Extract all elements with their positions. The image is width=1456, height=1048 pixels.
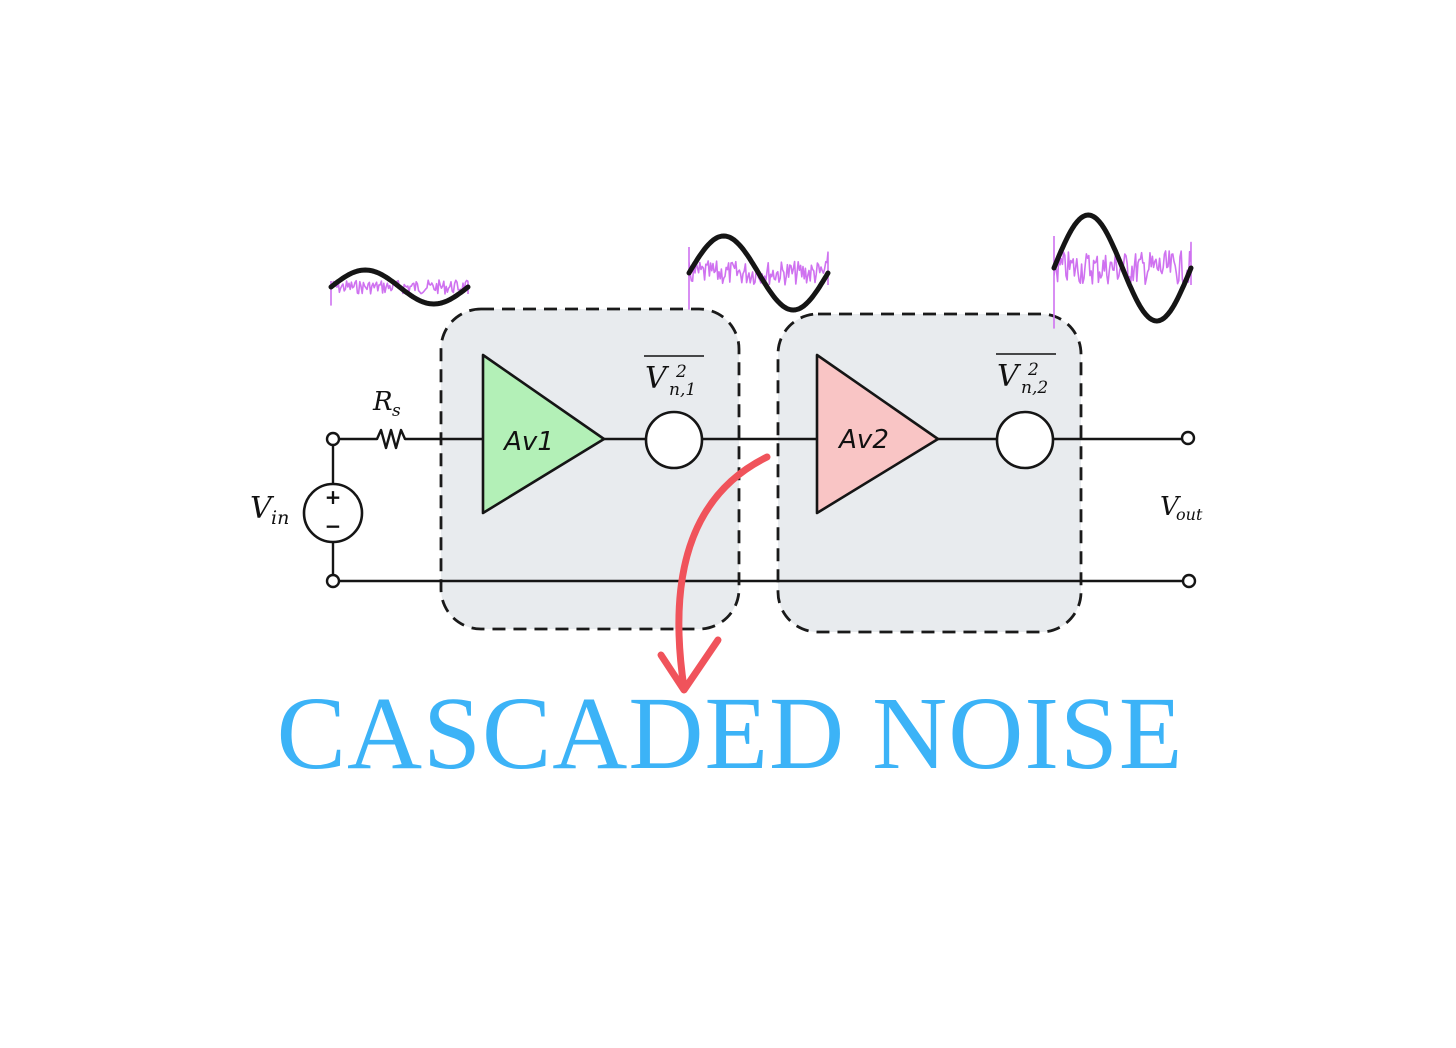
source-minus-sign: − — [325, 514, 342, 538]
source-plus-sign: + — [325, 485, 342, 509]
svg-text:V: V — [997, 359, 1022, 394]
signal-after-av2-sine — [1051, 212, 1194, 324]
label-rs: R s — [372, 387, 401, 421]
label-noise-1: V 2 n,1 — [644, 355, 704, 400]
svg-text:V: V — [645, 361, 670, 396]
label-noise-2: V 2 n,2 — [996, 353, 1056, 398]
amplifier-av2-label: Av2 — [837, 425, 889, 455]
signal-after-av1-sine — [686, 233, 831, 313]
svg-text:V: V — [1160, 492, 1181, 522]
label-vin: V in — [250, 491, 289, 529]
voltage-source-icon — [302, 482, 364, 544]
input-terminal-top — [325, 431, 341, 447]
input-terminal-bottom — [325, 573, 341, 589]
output-terminal-top — [1180, 430, 1196, 446]
noise-source-1-icon — [644, 410, 704, 470]
output-terminal-bottom — [1181, 573, 1197, 589]
page-title: CASCADED NOISE — [277, 676, 1184, 791]
circuit-wires — [331, 437, 1184, 583]
label-vout: V out — [1160, 492, 1203, 524]
signal-waveforms — [328, 212, 1194, 329]
red-arrow-icon — [657, 453, 771, 694]
svg-text:out: out — [1176, 505, 1203, 524]
amplifier-av1-icon — [481, 353, 606, 515]
svg-text:2: 2 — [675, 362, 687, 382]
svg-text:in: in — [271, 507, 289, 529]
signal-input-sine — [328, 267, 471, 307]
svg-text:V: V — [250, 491, 275, 526]
noise-source-2-icon — [995, 410, 1055, 470]
svg-text:n,2: n,2 — [1021, 378, 1048, 398]
svg-text:n,1: n,1 — [669, 380, 696, 400]
svg-text:R: R — [372, 387, 393, 417]
svg-text:2: 2 — [1027, 360, 1039, 380]
terminals — [325, 430, 1197, 589]
svg-text:s: s — [392, 401, 401, 421]
resistor-rs — [375, 428, 407, 450]
amplifier-av2-icon — [815, 353, 940, 515]
amplifier-av1-label: Av1 — [502, 427, 554, 457]
